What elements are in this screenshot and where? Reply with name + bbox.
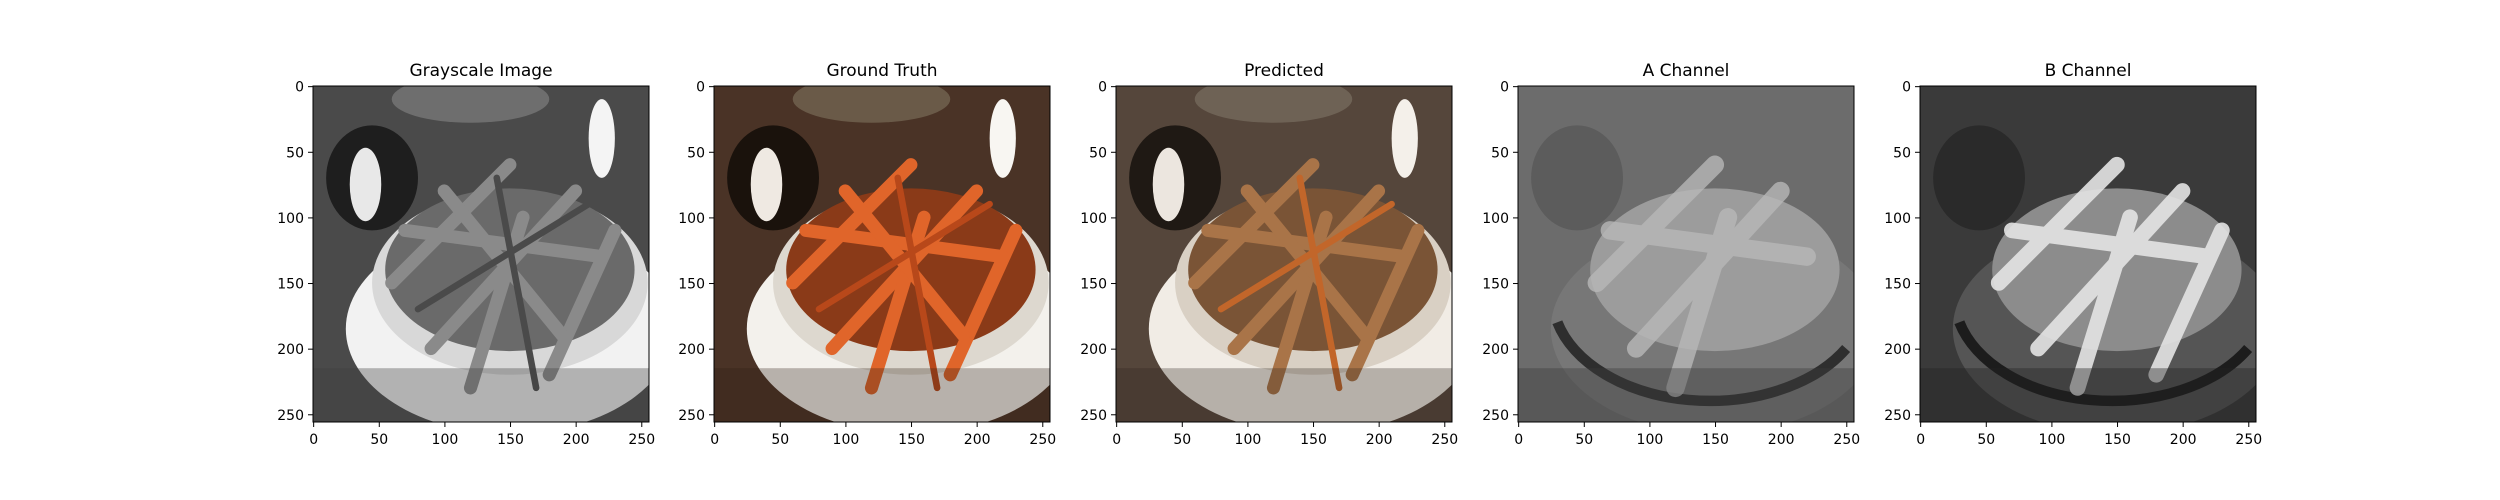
panel-title: B Channel xyxy=(2045,61,2132,81)
y-tick-label: 200 xyxy=(678,342,705,358)
x-tick-label: 150 xyxy=(497,432,524,448)
panel-title: A Channel xyxy=(1643,61,1730,81)
y-tick-label: 50 xyxy=(687,145,705,161)
y-tick-label: 100 xyxy=(1884,211,1911,227)
y-tick-label: 150 xyxy=(1884,277,1911,293)
y-tick-label: 50 xyxy=(286,145,304,161)
y-tick-label: 250 xyxy=(277,408,304,424)
x-tick-label: 200 xyxy=(1768,432,1795,448)
x-tick-label: 50 xyxy=(1977,432,1995,448)
x-tick-label: 100 xyxy=(432,432,459,448)
y-tick-label: 150 xyxy=(678,277,705,293)
x-tick-label: 250 xyxy=(2235,432,2262,448)
x-tick-label: 100 xyxy=(1637,432,1664,448)
y-tick-label: 200 xyxy=(1884,342,1911,358)
panel-channel-a: A Channel 0 50 100 150 200 250 0 50 100 150 200 250 xyxy=(1482,61,1879,448)
y-tick-label: 150 xyxy=(277,277,304,293)
x-tick-label: 250 xyxy=(1029,432,1056,448)
x-tick-label: 200 xyxy=(2170,432,2197,448)
axes-frame xyxy=(1115,85,1453,423)
panel-image xyxy=(1920,86,2281,434)
y-tick-label: 200 xyxy=(1080,342,1107,358)
panel-image xyxy=(1116,76,1477,434)
x-tick-label: 0 xyxy=(710,432,719,448)
x-tick-label: 100 xyxy=(2039,432,2066,448)
y-tick-label: 0 xyxy=(1902,80,1911,96)
y-tick-label: 250 xyxy=(1080,408,1107,424)
x-tick-label: 0 xyxy=(1112,432,1121,448)
x-tick-label: 200 xyxy=(964,432,991,448)
y-tick-label: 100 xyxy=(1080,211,1107,227)
y-tick-label: 250 xyxy=(1482,408,1509,424)
x-tick-label: 250 xyxy=(1431,432,1458,448)
x-tick-label: 250 xyxy=(628,432,655,448)
panel-image xyxy=(1518,86,1879,434)
panel-title: Predicted xyxy=(1244,61,1324,81)
x-tick-label: 200 xyxy=(1366,432,1393,448)
x-tick-label: 0 xyxy=(1514,432,1523,448)
y-tick-label: 100 xyxy=(678,211,705,227)
x-tick-label: 150 xyxy=(2104,432,2131,448)
y-tick-label: 250 xyxy=(1884,408,1911,424)
y-tick-label: 200 xyxy=(1482,342,1509,358)
x-tick-label: 100 xyxy=(1235,432,1262,448)
y-tick-label: 150 xyxy=(1080,277,1107,293)
x-tick-label: 0 xyxy=(309,432,318,448)
panel-predicted: Predicted 0 50 100 150 200 250 0 50 100 150 200 250 xyxy=(1080,61,1477,448)
axes-frame xyxy=(713,85,1051,423)
x-tick-label: 250 xyxy=(1833,432,1860,448)
panel-image xyxy=(313,76,674,434)
x-tick-label: 200 xyxy=(563,432,590,448)
axes-frame xyxy=(312,85,650,423)
axes-frame xyxy=(1919,85,2257,423)
y-tick-label: 0 xyxy=(295,80,304,96)
x-tick-label: 50 xyxy=(1575,432,1593,448)
x-tick-label: 50 xyxy=(1173,432,1191,448)
panel-grayscale: Grayscale Image 0 50 100 150 200 250 0 50 100 150 2… xyxy=(277,61,674,448)
y-tick-label: 0 xyxy=(1098,80,1107,96)
x-tick-label: 150 xyxy=(1702,432,1729,448)
x-tick-label: 50 xyxy=(370,432,388,448)
y-tick-label: 100 xyxy=(1482,211,1509,227)
x-tick-label: 150 xyxy=(1300,432,1327,448)
y-tick-label: 50 xyxy=(1893,145,1911,161)
y-tick-label: 0 xyxy=(696,80,705,96)
panel-title: Grayscale Image xyxy=(409,61,552,81)
x-tick-label: 100 xyxy=(833,432,860,448)
panel-title: Ground Truth xyxy=(826,61,937,81)
panel-channel-b: B Channel 0 50 100 150 200 250 0 50 100 150 200 250 xyxy=(1884,61,2281,448)
y-tick-label: 50 xyxy=(1089,145,1107,161)
panel-image xyxy=(714,76,1075,434)
y-tick-label: 200 xyxy=(277,342,304,358)
x-tick-label: 150 xyxy=(898,432,925,448)
x-tick-label: 0 xyxy=(1916,432,1925,448)
y-tick-label: 150 xyxy=(1482,277,1509,293)
axes-frame xyxy=(1517,85,1855,423)
y-tick-label: 100 xyxy=(277,211,304,227)
y-tick-label: 50 xyxy=(1491,145,1509,161)
y-tick-label: 250 xyxy=(678,408,705,424)
panel-color: Ground Truth 0 50 100 150 200 250 0 50 100 150 200 2… xyxy=(678,61,1075,448)
x-tick-label: 50 xyxy=(771,432,789,448)
y-tick-label: 0 xyxy=(1500,80,1509,96)
